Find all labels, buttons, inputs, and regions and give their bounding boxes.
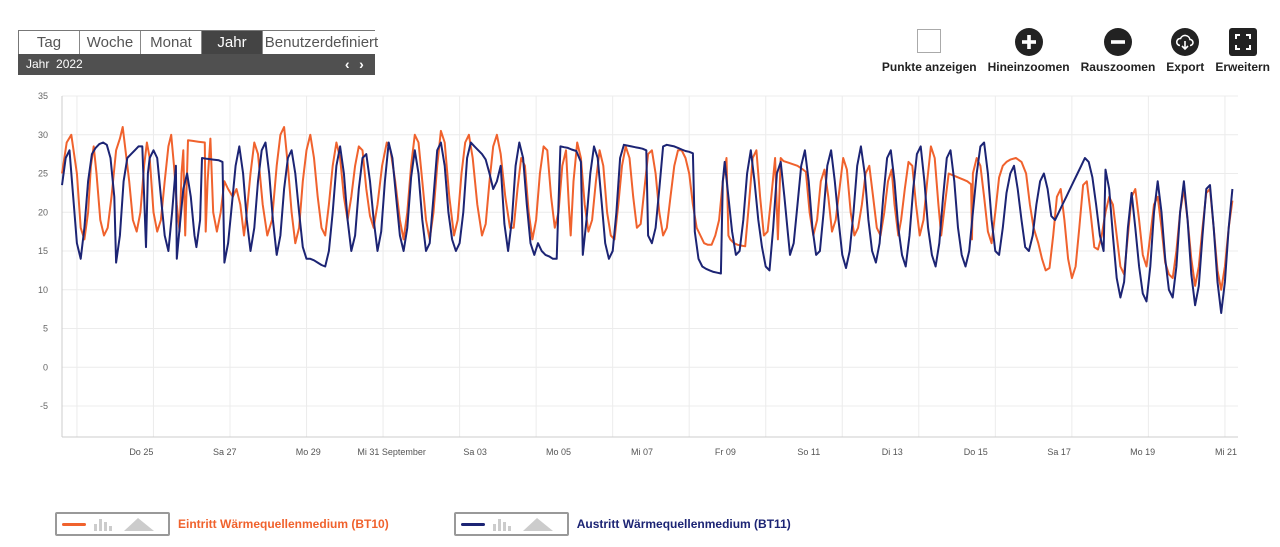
legend-line-swatch (62, 522, 86, 526)
x-tick-label: Mi 07 (631, 447, 653, 457)
zoom-out-label: Rauszoomen (1080, 60, 1156, 74)
y-tick-label: 35 (38, 91, 48, 101)
legend-item-bt10[interactable]: Eintritt Wärmequellenmedium (BT10) (55, 512, 389, 536)
bar-chart-icon (492, 519, 511, 531)
x-tick-label: So 11 (797, 447, 820, 457)
tab-benutzerdefiniert[interactable]: Benutzerdefiniert (263, 31, 380, 54)
legend-label: Eintritt Wärmequellenmedium (BT10) (178, 517, 389, 531)
y-tick-label: 5 (43, 324, 48, 334)
range-tabs: Tag Woche Monat Jahr Benutzerdefiniert (18, 30, 380, 54)
y-tick-label: 20 (38, 207, 48, 217)
series-line-bt11 (61, 141, 1234, 314)
legend-label: Austritt Wärmequellenmedium (BT11) (576, 517, 791, 531)
previous-period-button[interactable]: ‹ (344, 55, 350, 72)
tab-jahr[interactable]: Jahr (202, 31, 263, 54)
show-points-toggle[interactable]: Punkte anzeigen (882, 28, 977, 74)
x-tick-label: Mo 05 (546, 447, 571, 457)
legend-toggle[interactable] (453, 512, 569, 536)
tab-tag[interactable]: Tag (19, 31, 80, 54)
legend-toggle[interactable] (55, 512, 170, 536)
x-tick-label: Do 25 (129, 447, 153, 457)
x-tick-label: Sa 27 (213, 447, 237, 457)
zoom-in-icon (1014, 28, 1043, 56)
y-tick-label: 30 (38, 130, 48, 140)
zoom-in-button[interactable]: Hineinzoomen (988, 28, 1070, 74)
x-tick-label: Do 15 (964, 447, 988, 457)
x-tick-label: Sa 03 (463, 447, 487, 457)
zoom-out-button[interactable]: Rauszoomen (1080, 28, 1156, 74)
export-button[interactable]: Export (1166, 28, 1204, 74)
x-tick-label: Mo 19 (1130, 447, 1155, 457)
y-tick-label: 25 (38, 169, 48, 179)
next-period-button[interactable]: › (359, 55, 364, 72)
tab-monat[interactable]: Monat (141, 31, 202, 54)
y-tick-label: 15 (38, 246, 48, 256)
show-points-label: Punkte anzeigen (881, 60, 977, 74)
temperature-line-chart[interactable]: 35 30 25 20 15 10 5 0 -5 Do 25 Sa 27 Mo 29 Mi 31 Sep… (0, 88, 1280, 473)
x-tick-label: Sa 17 (1047, 447, 1071, 457)
legend-line-swatch (460, 522, 485, 526)
tab-woche[interactable]: Woche (80, 31, 141, 54)
x-tick-label: Fr 09 (715, 447, 736, 457)
show-points-checkbox[interactable] (917, 29, 942, 53)
chart-legend: Eintritt Wärmequellenmedium (BT10) Austri… (55, 512, 856, 536)
period-label: Jahr (26, 57, 50, 71)
x-tick-label: Di 13 (882, 447, 903, 457)
x-tick-label: Mo 29 (296, 447, 321, 457)
area-chart-icon (124, 518, 154, 531)
expand-button[interactable]: Erweitern (1215, 28, 1270, 74)
x-tick-label: Mi 21 (1215, 447, 1237, 457)
period-display: Jahr 2022 (26, 54, 83, 75)
cloud-download-icon (1171, 28, 1200, 56)
x-tick-label: Mi 31 September (357, 447, 426, 457)
chart-toolbar: Punkte anzeigen Hineinzoomen Rauszoomen … (882, 28, 1270, 74)
period-nav: ‹ › (342, 54, 367, 76)
y-tick-label: 10 (38, 285, 48, 295)
y-tick-label: 0 (43, 362, 48, 372)
zoom-out-icon (1103, 28, 1132, 56)
time-range-selector: Tag Woche Monat Jahr Benutzerdefiniert Jahr … (18, 30, 380, 75)
expand-label: Erweitern (1215, 60, 1270, 74)
legend-item-bt11[interactable]: Austritt Wärmequellenmedium (BT11) (453, 512, 791, 536)
zoom-in-label: Hineinzoomen (987, 60, 1070, 74)
period-value: 2022 (56, 57, 83, 71)
y-tick-label: -5 (40, 401, 48, 411)
area-chart-icon (522, 518, 553, 531)
export-label: Export (1166, 60, 1205, 74)
bar-chart-icon (94, 519, 112, 531)
fullscreen-icon (1228, 28, 1257, 56)
period-row: Jahr 2022 ‹ › (18, 54, 375, 75)
